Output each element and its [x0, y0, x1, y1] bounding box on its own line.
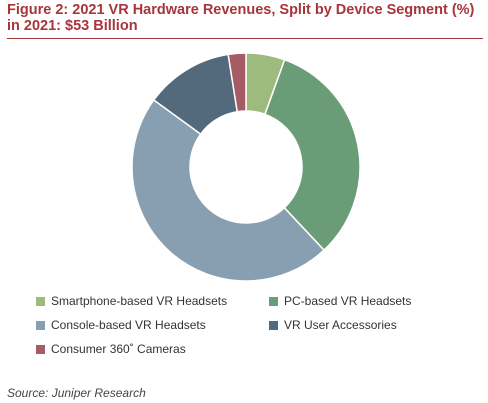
legend-item: Consumer 360˚ Cameras: [36, 342, 186, 356]
legend-item: PC-based VR Headsets: [269, 294, 411, 308]
legend-label: Smartphone-based VR Headsets: [51, 294, 228, 308]
legend-swatch: [36, 320, 45, 330]
legend-item: VR User Accessories: [269, 318, 397, 332]
legend-label: VR User Accessories: [284, 318, 397, 332]
legend-swatch: [269, 320, 278, 330]
legend-label: PC-based VR Headsets: [284, 294, 412, 308]
slice-console-based-vr-headsets: [131, 98, 326, 282]
legend-label: Consumer 360˚ Cameras: [51, 342, 186, 356]
legend-swatch: [36, 344, 45, 354]
legend-item: Smartphone-based VR Headsets: [36, 294, 227, 308]
title-divider: [7, 38, 483, 39]
slice-pc-based-vr-headsets: [264, 58, 361, 252]
legend-label: Console-based VR Headsets: [51, 318, 206, 332]
slice-consumer-360-cameras: [227, 52, 247, 113]
legend-swatch: [36, 296, 45, 306]
legend-swatch: [269, 296, 278, 306]
source-note: Source: Juniper Research: [7, 386, 146, 400]
chart-title: Figure 2: 2021 VR Hardware Revenues, Spl…: [7, 2, 475, 34]
legend-item: Console-based VR Headsets: [36, 318, 206, 332]
donut-chart: [131, 52, 361, 282]
